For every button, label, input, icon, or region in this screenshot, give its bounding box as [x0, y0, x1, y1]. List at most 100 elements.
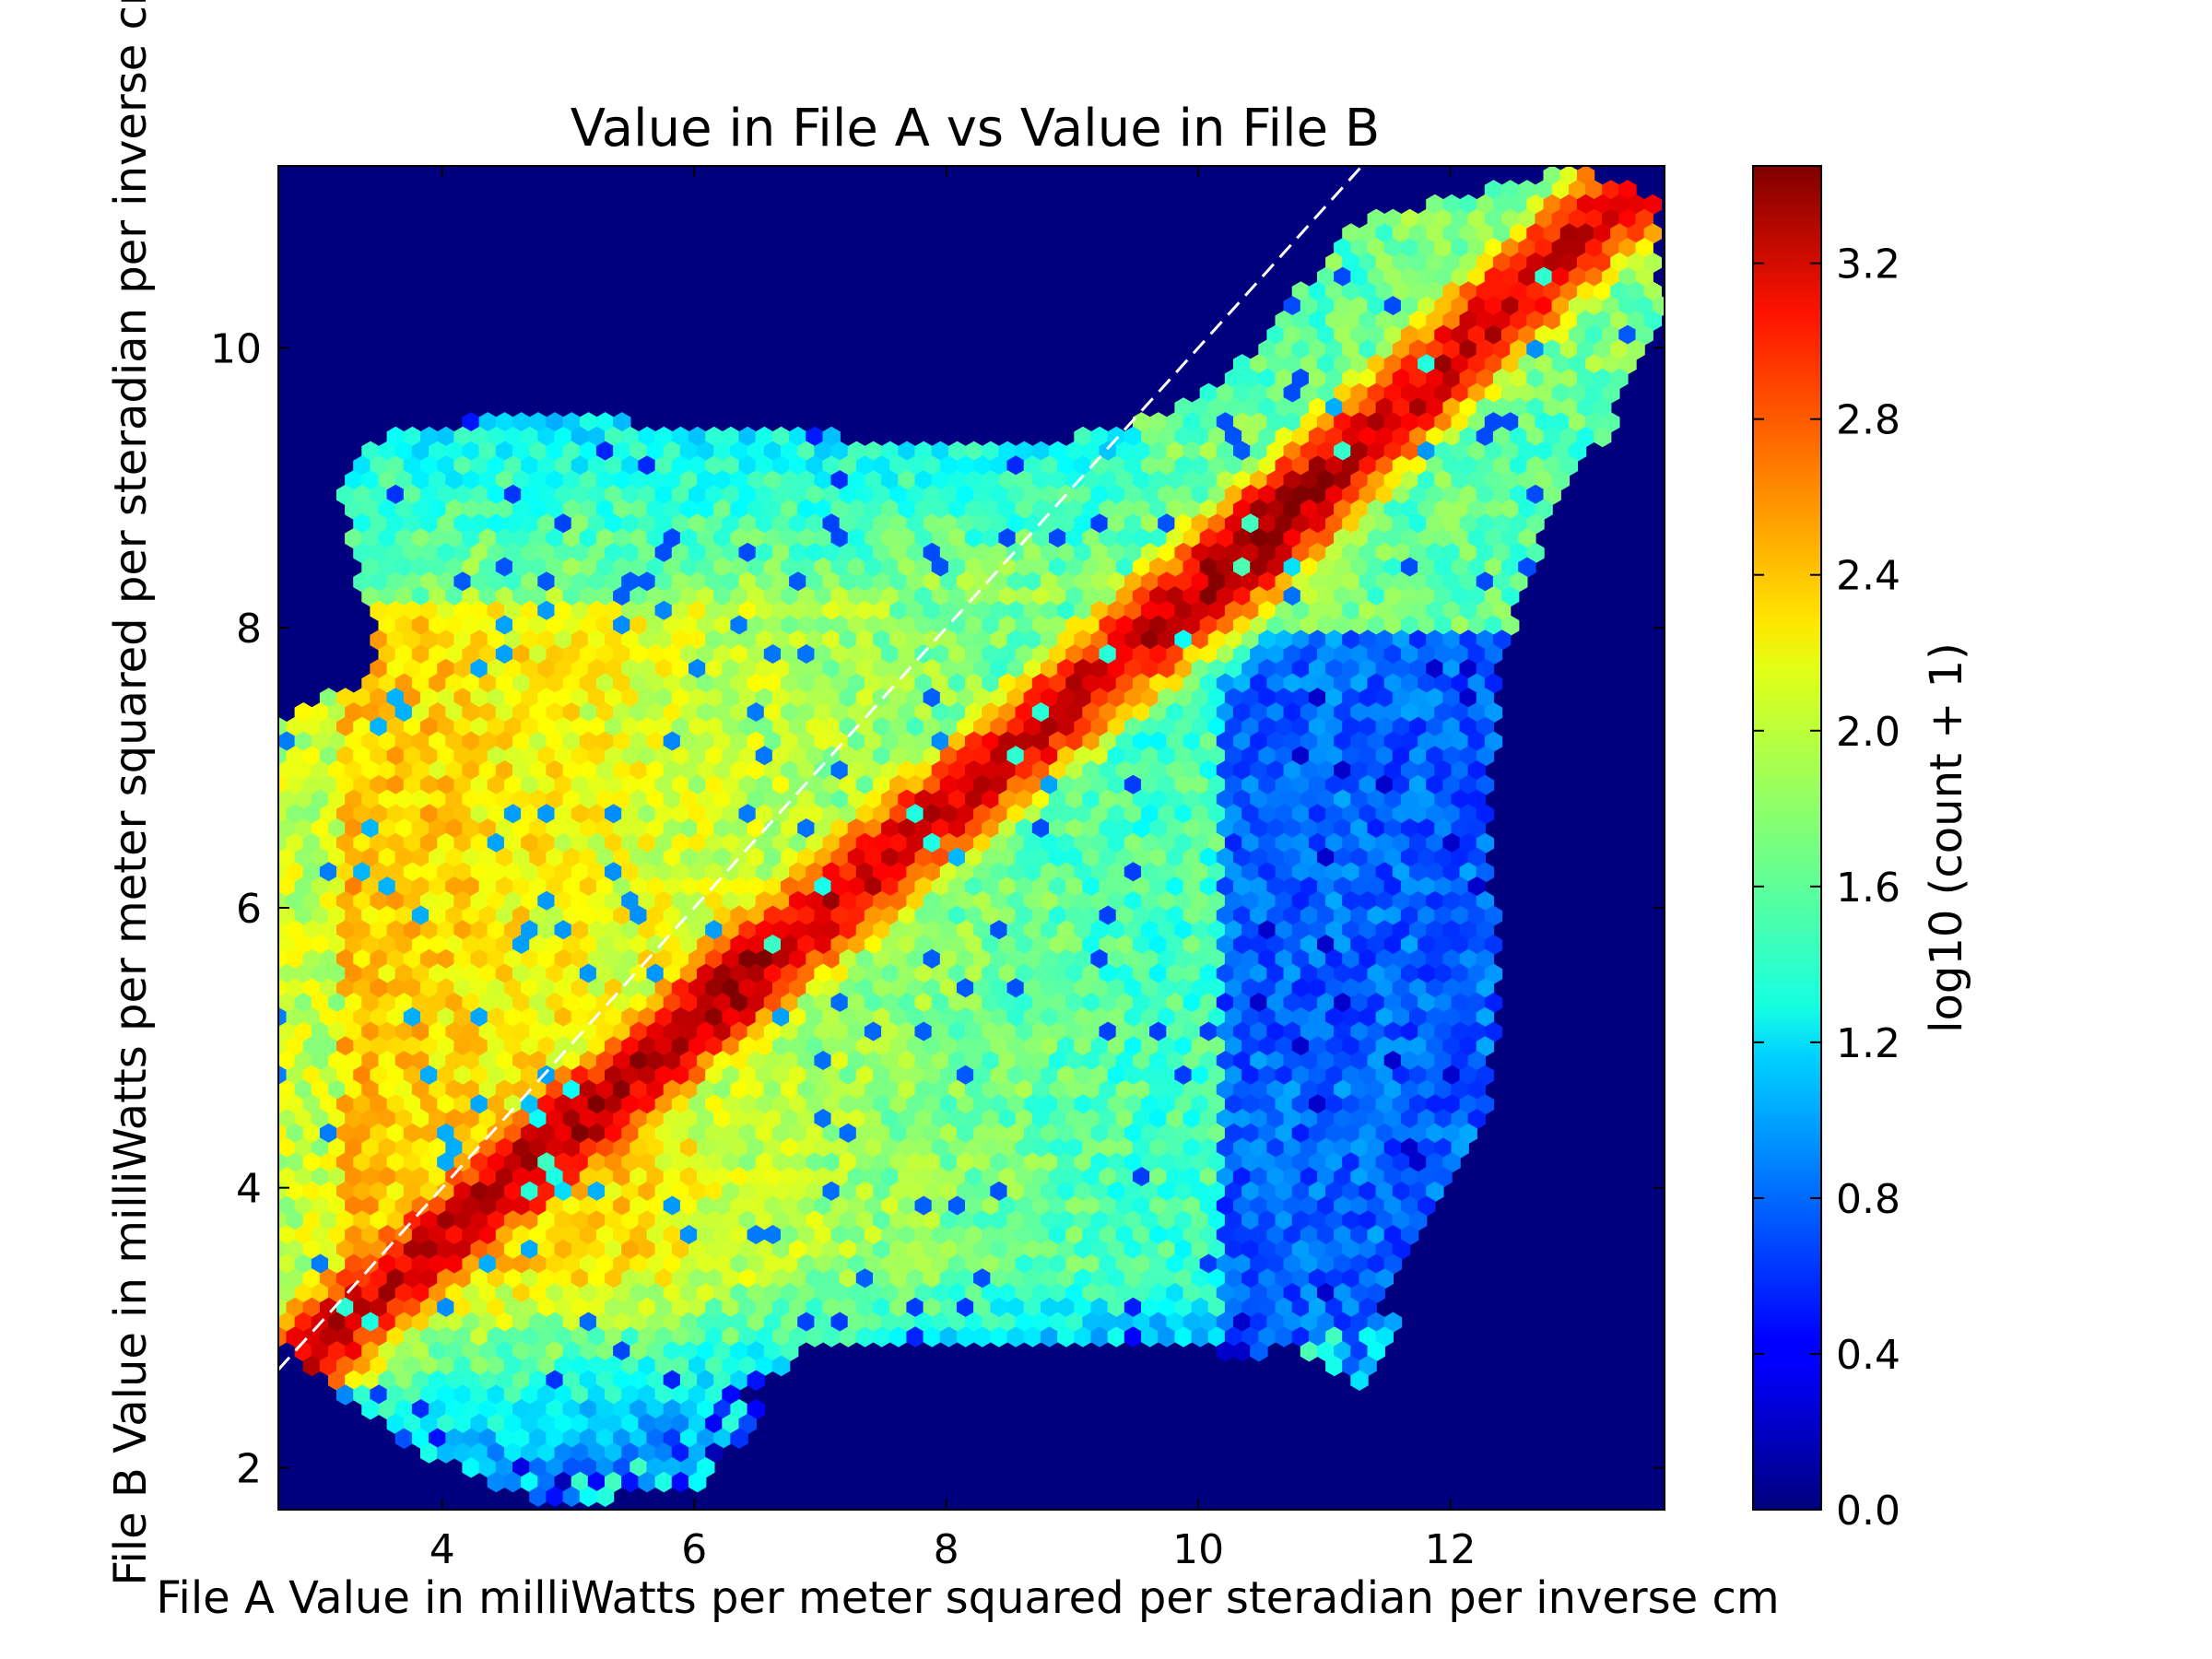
hexbin-cell	[1317, 1312, 1335, 1333]
hexbin-cell	[1317, 1167, 1335, 1188]
hexbin-cell	[1241, 1297, 1260, 1319]
hexbin-cell	[1199, 1253, 1218, 1275]
hexbin-cell	[613, 1399, 631, 1420]
hexbin-cell	[512, 702, 531, 724]
hexbin-cell	[1006, 920, 1025, 941]
hexbin-cell	[512, 615, 531, 636]
hexbin-cell	[1334, 266, 1352, 288]
hexbin-cell	[1074, 890, 1092, 912]
hexbin-cell	[512, 673, 531, 694]
hexbin-cell	[311, 1021, 330, 1042]
hexbin-cell	[965, 1079, 983, 1100]
hexbin-cell	[1317, 1109, 1335, 1130]
hexbin-cell	[1375, 281, 1394, 302]
hexbin-cell	[781, 441, 799, 462]
hexbin-cell	[654, 513, 673, 535]
hexbin-cell	[898, 963, 916, 984]
hexbin-cell	[1166, 412, 1184, 433]
hexbin-cell	[1594, 310, 1612, 332]
hexbin-cell	[445, 1051, 464, 1072]
hexbin-cell	[1082, 441, 1100, 462]
hexbin-cell	[403, 1355, 422, 1377]
hexbin-cell	[1199, 644, 1218, 665]
hexbin-cell	[1199, 412, 1218, 433]
hexbin-cell	[1275, 1326, 1293, 1347]
hexbin-cell	[914, 702, 933, 724]
hexbin-cell	[814, 499, 832, 520]
hexbin-cell	[1551, 354, 1570, 375]
hexbin-cell	[998, 586, 1017, 607]
hexbin-cell	[1409, 1152, 1428, 1173]
hexbin-cell	[1383, 441, 1403, 462]
hexbin-cell	[697, 818, 715, 840]
hexbin-cell	[1182, 935, 1201, 956]
hexbin-cell	[613, 615, 631, 636]
hexbin-cell	[1149, 1225, 1168, 1246]
hexbin-cell	[546, 731, 564, 752]
hexbin-cell	[386, 658, 405, 680]
hexbin-cell	[1467, 499, 1486, 520]
hexbin-cell	[1383, 877, 1403, 898]
hexbin-cell	[1082, 1079, 1100, 1100]
hexbin-cell	[763, 702, 782, 724]
hexbin-cell	[1434, 1137, 1453, 1159]
hexbin-cell	[654, 1065, 673, 1087]
hexbin-cell	[562, 1283, 581, 1304]
hexbin-cell	[537, 890, 556, 912]
hexbin-cell	[1451, 760, 1469, 782]
hexbin-cell	[311, 1253, 330, 1275]
hexbin-cell	[747, 935, 765, 956]
hexbin-cell	[1367, 1051, 1385, 1072]
hexbin-cell	[629, 673, 648, 694]
hexbin-cell	[1233, 499, 1252, 520]
hexbin-cell	[722, 1181, 740, 1203]
hexbin-cell	[470, 1355, 488, 1377]
hexbin-cell	[914, 441, 933, 462]
hexbin-cell	[771, 1036, 791, 1057]
hexbin-cell	[1325, 1036, 1344, 1057]
hexbin-cell	[621, 426, 640, 448]
hexbin-cell	[722, 455, 740, 477]
hexbin-cell	[1182, 586, 1201, 607]
hexbin-cell	[1375, 688, 1394, 709]
hexbin-cell	[512, 1021, 531, 1042]
hexbin-cell	[1149, 789, 1168, 810]
hexbin-cell	[537, 1123, 556, 1145]
hexbin-cell	[982, 702, 1000, 724]
hexbin-cell	[1442, 542, 1461, 564]
hexbin-cell	[1158, 890, 1176, 912]
hexbin-cell	[1418, 1137, 1436, 1159]
hexbin-cell	[1107, 600, 1125, 622]
hexbin-cell	[931, 877, 950, 898]
hexbin-cell	[1535, 382, 1553, 404]
hexbin-cell	[1141, 1297, 1159, 1319]
hexbin-cell	[1492, 368, 1512, 390]
hexbin-cell	[437, 804, 455, 825]
hexbin-cell	[328, 1341, 347, 1362]
hexbin-cell	[1400, 324, 1419, 346]
hexbin-cell	[705, 920, 724, 941]
hexbin-cell	[1501, 354, 1520, 375]
hexbin-cell	[629, 1283, 648, 1304]
hexbin-cell	[1526, 194, 1545, 216]
hexbin-cell	[1576, 223, 1595, 244]
hexbin-cell	[847, 1021, 866, 1042]
hexbin-cell	[386, 571, 405, 593]
hexbin-cell	[1082, 586, 1100, 607]
hexbin-cell	[1283, 354, 1301, 375]
hexbin-cell	[671, 1181, 690, 1203]
hexbin-cell	[654, 832, 673, 854]
hexbin-cell	[562, 731, 581, 752]
hexbin-cell	[923, 1065, 941, 1087]
hexbin-cell	[1250, 673, 1268, 694]
hexbin-cell	[1350, 1021, 1369, 1042]
hexbin-cell	[881, 1312, 900, 1333]
hexbin-cell	[1006, 1036, 1025, 1057]
hexbin-cell	[629, 557, 648, 578]
hexbin-cell	[328, 1167, 347, 1188]
hexbin-cell	[1074, 1152, 1092, 1173]
hexbin-cell	[546, 586, 564, 607]
hexbin-cell	[462, 877, 480, 898]
hexbin-cell	[763, 877, 782, 898]
hexbin-cell	[1484, 615, 1503, 636]
